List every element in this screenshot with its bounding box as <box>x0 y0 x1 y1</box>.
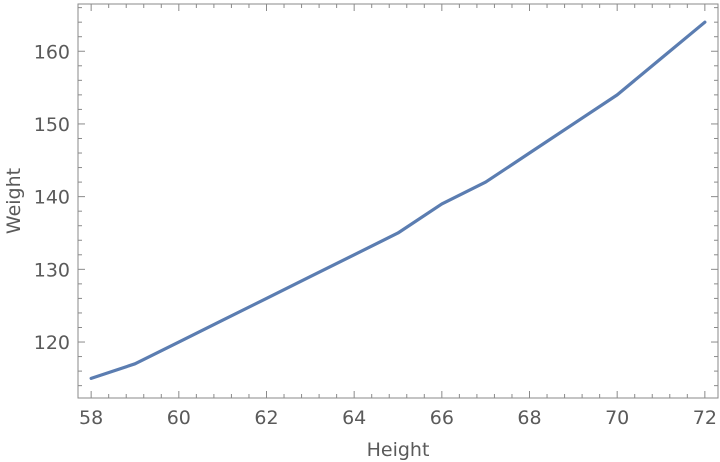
x-tick-label: 70 <box>605 407 629 429</box>
x-tick-labels: 58 60 62 64 66 68 70 72 <box>79 407 717 429</box>
axis-ticks <box>78 4 718 398</box>
y-tick-label: 140 <box>34 187 70 209</box>
plot-frame <box>77 3 719 399</box>
series-group <box>89 20 707 380</box>
y-tick-label: 130 <box>34 259 70 281</box>
x-tick-label: 68 <box>517 407 541 429</box>
x-tick-label: 58 <box>79 407 103 429</box>
y-tick-label: 120 <box>34 332 70 354</box>
y-tick-labels: 120 130 140 150 160 <box>34 41 70 354</box>
x-axis-label: Height <box>367 439 430 461</box>
x-tick-label: 66 <box>430 407 454 429</box>
y-axis-label: Weight <box>3 168 25 234</box>
series-line-1 <box>89 20 707 380</box>
x-tick-label: 60 <box>167 407 191 429</box>
x-tick-label: 64 <box>342 407 366 429</box>
x-tick-label: 72 <box>693 407 717 429</box>
y-tick-label: 160 <box>34 41 70 63</box>
x-tick-label: 62 <box>254 407 278 429</box>
y-tick-label: 150 <box>34 114 70 136</box>
